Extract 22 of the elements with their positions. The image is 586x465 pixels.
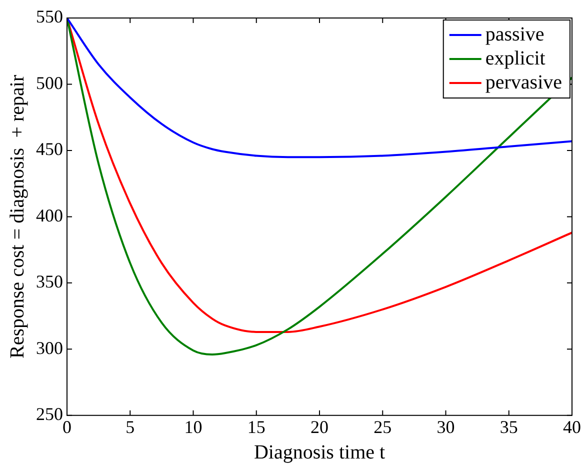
y-tick-label: 450	[36, 139, 63, 160]
x-tick-label: 20	[310, 416, 328, 437]
x-tick-label: 30	[436, 416, 455, 437]
x-tick-label: 5	[126, 416, 135, 437]
y-tick-label: 500	[36, 72, 63, 93]
y-tick-label: 350	[36, 272, 63, 292]
y-tick-label: 300	[36, 338, 63, 358]
y-tick-label: 250	[36, 404, 63, 424]
y-tick-label: 400	[36, 205, 63, 226]
legend-label: pervasive	[485, 71, 562, 94]
y-axis-title: Response cost = diagnosis + repair	[6, 74, 28, 359]
x-axis-title: Diagnosis time t	[254, 441, 386, 464]
x-tick-label: 40	[563, 416, 581, 437]
legend-label: explicit	[485, 47, 546, 70]
y-tick-label: 550	[36, 6, 63, 27]
x-tick-label: 15	[247, 416, 266, 437]
x-tick-label: 0	[62, 416, 72, 437]
legend-label: passive	[485, 23, 544, 46]
x-tick-label: 35	[500, 416, 518, 437]
x-tick-label: 10	[184, 416, 202, 437]
x-tick-label: 25	[374, 416, 392, 437]
line-series	[67, 18, 572, 158]
